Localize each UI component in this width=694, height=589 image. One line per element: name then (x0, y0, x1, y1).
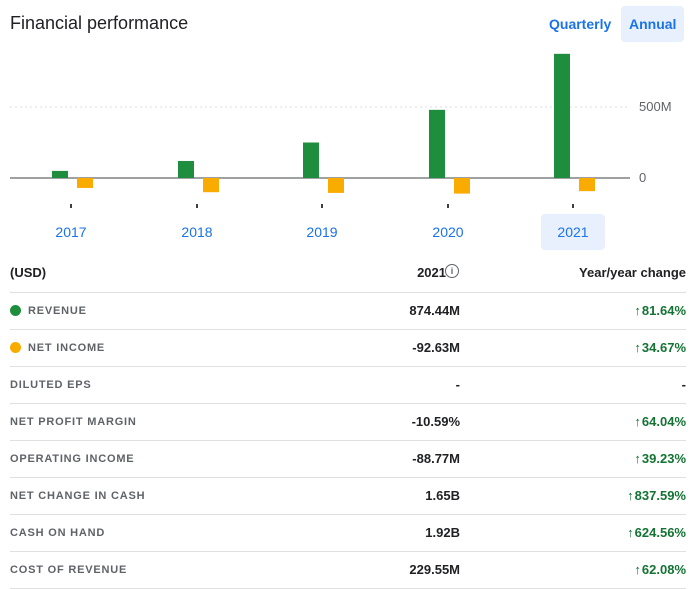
row-value: -10.59% (411, 414, 460, 429)
revenue-bar (178, 160, 194, 178)
net-income-bar (328, 178, 344, 193)
year-button-2020[interactable]: 2020 (432, 224, 464, 240)
year-button-2021[interactable]: 2021 (541, 214, 605, 250)
row-change: ↑81.64% (634, 303, 686, 318)
page-title: Financial performance (10, 13, 189, 33)
revenue-legend-dot (10, 305, 21, 316)
row-change: ↑624.56% (627, 525, 686, 540)
table-row: DILUTED EPS - - (10, 367, 686, 404)
year-button-2018[interactable]: 2018 (181, 224, 213, 240)
row-change: ↑34.67% (634, 340, 686, 355)
arrow-up-icon: ↑ (627, 525, 634, 540)
row-label: DILUTED EPS (10, 379, 92, 391)
change-header: Year/year change (579, 265, 686, 280)
currency-header: (USD) (10, 265, 47, 280)
y-tick-label: 500M (639, 99, 672, 114)
year-header: 2021 (417, 265, 446, 280)
financial-table: (USD) 2021 i Year/year change REVENUE 874… (10, 256, 686, 589)
arrow-up-icon: ↑ (634, 414, 641, 429)
table-row: CASH ON HAND 1.92B ↑624.56% (10, 515, 686, 552)
table-row: NET PROFIT MARGIN -10.59% ↑64.04% (10, 404, 686, 441)
row-label: NET CHANGE IN CASH (10, 490, 146, 502)
net-income-bar (77, 178, 93, 188)
arrow-up-icon: ↑ (634, 303, 641, 318)
row-change: ↑837.59% (627, 488, 686, 503)
arrow-up-icon: ↑ (634, 562, 641, 577)
net-income-bar (579, 178, 595, 192)
info-icon[interactable]: i (445, 264, 459, 278)
row-value: -88.77M (412, 451, 460, 466)
row-value: 874.44M (409, 303, 460, 318)
y-tick-label: 0 (639, 170, 646, 185)
net-income-bar (454, 178, 470, 194)
row-label: OPERATING INCOME (10, 453, 135, 465)
table-header: (USD) 2021 i Year/year change (10, 256, 686, 293)
table-row: COST OF REVENUE 229.55M ↑62.08% (10, 552, 686, 589)
financial-chart: 500M 0 (10, 53, 672, 208)
row-change: - (681, 377, 686, 392)
row-change: ↑39.23% (634, 451, 686, 466)
year-button-2017[interactable]: 2017 (55, 224, 87, 240)
arrow-up-icon: ↑ (634, 340, 641, 355)
row-label: NET INCOME (10, 342, 105, 354)
row-value: - (455, 377, 460, 392)
row-label: REVENUE (10, 305, 87, 317)
row-value: -92.63M (412, 340, 460, 355)
table-row: NET INCOME -92.63M ↑34.67% (10, 330, 686, 367)
table-row: OPERATING INCOME -88.77M ↑39.23% (10, 441, 686, 478)
net_income-legend-dot (10, 342, 21, 353)
arrow-up-icon: ↑ (634, 451, 641, 466)
quarterly-toggle[interactable]: Quarterly (549, 16, 612, 32)
revenue-bar (52, 170, 68, 178)
annual-toggle[interactable]: Annual (621, 6, 684, 42)
row-change: ↑62.08% (634, 562, 686, 577)
year-button-2019[interactable]: 2019 (306, 224, 338, 240)
revenue-bar (554, 53, 570, 178)
table-row: REVENUE 874.44M ↑81.64% (10, 293, 686, 330)
row-value: 229.55M (409, 562, 460, 577)
table-row: NET CHANGE IN CASH 1.65B ↑837.59% (10, 478, 686, 515)
arrow-up-icon: ↑ (627, 488, 634, 503)
revenue-bar (303, 142, 319, 178)
row-change: ↑64.04% (634, 414, 686, 429)
row-value: 1.65B (425, 488, 460, 503)
row-label: CASH ON HAND (10, 527, 106, 539)
net-income-bar (203, 178, 219, 193)
revenue-bar (429, 109, 445, 178)
row-label: NET PROFIT MARGIN (10, 416, 137, 428)
row-value: 1.92B (425, 525, 460, 540)
row-label: COST OF REVENUE (10, 564, 128, 576)
